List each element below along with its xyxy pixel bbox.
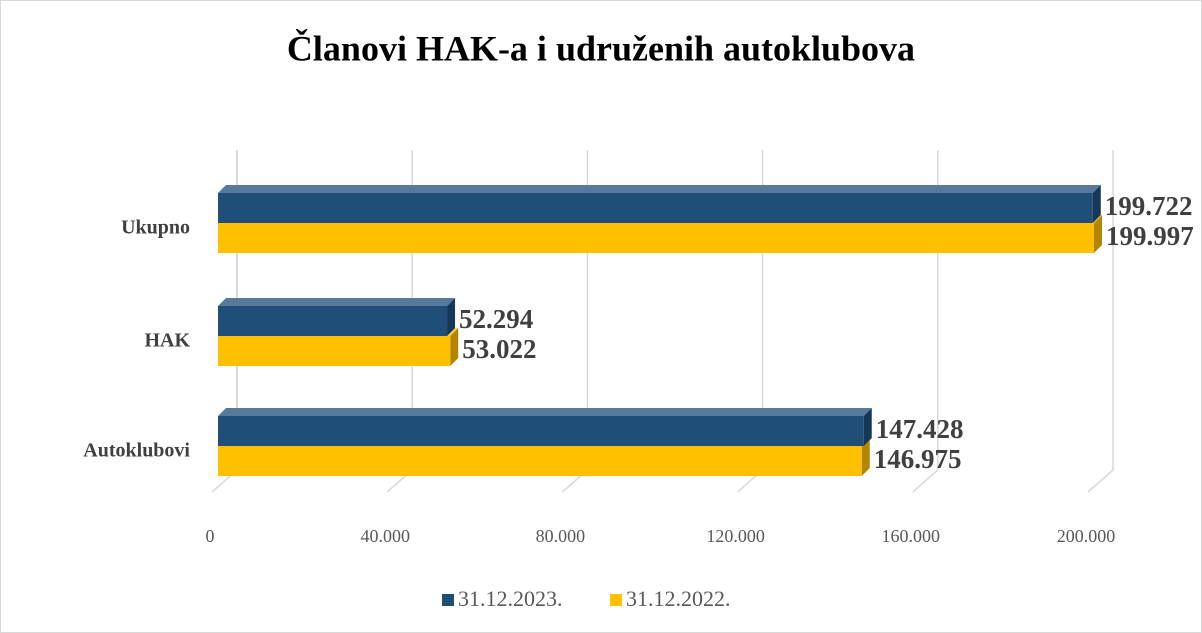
bar-side <box>861 438 870 476</box>
floor-line <box>912 469 939 493</box>
bar-side <box>450 328 459 366</box>
value-label: 199.722 <box>1105 191 1193 221</box>
value-label: 147.428 <box>876 414 964 444</box>
bar <box>218 446 862 476</box>
x-tick-label: 40.000 <box>360 526 410 546</box>
bar-side <box>447 298 456 336</box>
y-tick-label: Ukupno <box>121 217 190 239</box>
x-tick-label: 0 <box>206 526 215 546</box>
value-label: 146.975 <box>874 444 962 474</box>
bar-top <box>218 185 1101 193</box>
value-label: 199.997 <box>1106 221 1194 251</box>
floor-line <box>1087 469 1114 493</box>
value-label: 52.294 <box>459 304 533 334</box>
bar-top <box>218 298 456 306</box>
legend-swatch <box>442 594 454 606</box>
bar <box>218 193 1093 223</box>
chart-title: Članovi HAK-a i udruženih autoklubova <box>287 28 915 68</box>
bar <box>218 223 1094 253</box>
bar-side <box>863 408 872 446</box>
bar-side <box>1093 215 1102 253</box>
x-tick-label: 200.000 <box>1057 526 1116 546</box>
y-tick-label: HAK <box>144 330 190 352</box>
x-tick-label: 160.000 <box>882 526 941 546</box>
legend-swatch <box>610 594 622 606</box>
x-tick-label: 120.000 <box>706 526 765 546</box>
legend-label: 31.12.2023. <box>458 586 563 611</box>
bar-side <box>1092 185 1101 223</box>
bar-top <box>218 408 872 416</box>
bar <box>218 306 448 336</box>
x-tick-label: 80.000 <box>536 526 586 546</box>
value-label: 53.022 <box>462 334 536 364</box>
bar <box>218 416 864 446</box>
legend-label: 31.12.2022. <box>626 586 731 611</box>
y-tick-label: Autoklubovi <box>83 440 190 462</box>
bar <box>218 336 451 366</box>
